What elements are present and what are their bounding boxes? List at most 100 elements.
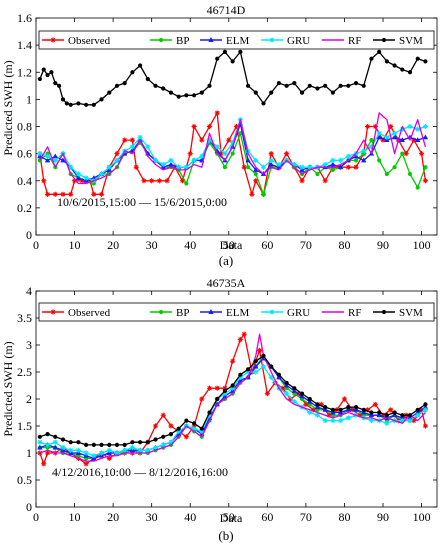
chart-a-point-observed bbox=[218, 151, 224, 157]
chart-b-point-gru bbox=[98, 450, 105, 456]
chart-a-point-svm bbox=[114, 83, 120, 88]
chart-b-point-observed bbox=[364, 407, 371, 413]
legend-a-marker-gru bbox=[269, 37, 275, 43]
chart-b-xtick-label: 60 bbox=[261, 510, 273, 524]
chart-a-point-svm bbox=[284, 83, 289, 88]
chart-b-point-gru bbox=[145, 447, 151, 453]
chart-a-point-bp bbox=[238, 131, 243, 136]
chart-a-point-observed bbox=[133, 164, 139, 170]
chart-b-point-svm bbox=[415, 407, 420, 412]
chart-a-point-gru bbox=[152, 157, 159, 164]
chart-a-point-bp bbox=[369, 137, 374, 143]
chart-b-point-observed bbox=[206, 385, 213, 391]
chart-b-caption: (b) bbox=[218, 528, 233, 543]
chart-a-point-svm bbox=[153, 83, 158, 88]
chart-a-point-observed bbox=[299, 178, 305, 184]
chart-a-point-gru bbox=[176, 164, 182, 170]
chart-a-point-observed bbox=[214, 110, 220, 116]
chart-b-series-observed bbox=[37, 331, 429, 467]
legend-b-label-elm: ELM bbox=[226, 307, 249, 319]
chart-b-series-rf bbox=[39, 333, 426, 462]
chart-a-point-observed bbox=[364, 123, 371, 130]
chart-a-point-bp bbox=[230, 151, 235, 156]
chart-a-point-svm bbox=[57, 83, 62, 88]
chart-b-point-svm bbox=[407, 413, 413, 418]
chart-a-point-observed bbox=[284, 151, 290, 157]
chart-b-point-svm bbox=[45, 432, 50, 437]
chart-a-point-gru bbox=[168, 157, 174, 164]
chart-a-point-elm bbox=[414, 137, 421, 143]
chart-b-point-observed bbox=[237, 337, 243, 343]
chart-b-point-gru bbox=[199, 428, 205, 434]
chart-b-point-gru bbox=[52, 439, 58, 445]
chart-a-point-observed bbox=[60, 191, 66, 197]
chart-b-point-observed bbox=[422, 423, 429, 429]
chart-a-point-svm bbox=[37, 76, 42, 82]
chart-a-point-svm bbox=[377, 49, 382, 55]
chart-b-point-observed bbox=[199, 396, 205, 402]
chart-b-xtick-label: 100 bbox=[413, 510, 431, 524]
chart-a-ytick-label: 1.6 bbox=[17, 11, 32, 25]
chart-b-ytick-label: 1.5 bbox=[17, 419, 32, 433]
chart-a-point-gru bbox=[114, 157, 120, 164]
chart-a-point-gru bbox=[299, 164, 305, 170]
legend-a-label-rf: RF bbox=[348, 35, 361, 47]
chart-a-point-gru bbox=[345, 153, 351, 159]
chart-a-point-svm bbox=[60, 97, 66, 102]
chart-b-ytick-label: 0 bbox=[26, 500, 32, 514]
chart-b-point-elm bbox=[299, 393, 305, 399]
chart-b-point-gru bbox=[284, 391, 290, 397]
chart-b-line-bp bbox=[39, 355, 426, 460]
legend-a-marker-svm bbox=[381, 37, 387, 43]
chart-b-point-observed bbox=[287, 396, 294, 402]
chart-b-point-gru bbox=[237, 374, 243, 380]
chart-a-point-svm bbox=[138, 63, 143, 68]
chart-b-point-gru bbox=[415, 412, 421, 418]
chart-b-point-gru bbox=[129, 445, 135, 451]
chart-a-point-gru bbox=[291, 161, 297, 168]
chart-a-point-svm bbox=[122, 81, 127, 86]
chart-a-point-svm bbox=[107, 90, 112, 95]
chart-b-point-observed bbox=[380, 412, 386, 418]
chart-a-point-gru bbox=[106, 164, 112, 170]
chart-a: 46714D Predicted SWH (m) Data 10/6/2015,… bbox=[1, 3, 246, 268]
chart-b-point-observed bbox=[388, 407, 394, 413]
chart-b-point-svm bbox=[53, 434, 58, 439]
chart-a-point-svm bbox=[276, 81, 282, 86]
chart-a-point-gru bbox=[376, 130, 382, 136]
chart-b-point-gru bbox=[407, 418, 413, 424]
chart-b-ytick-label: 1 bbox=[26, 446, 32, 460]
chart-b-point-gru bbox=[83, 450, 89, 456]
chart-a-point-svm bbox=[64, 101, 69, 106]
chart-a-point-svm bbox=[84, 102, 89, 107]
chart-a-point-gru bbox=[276, 161, 282, 168]
chart-b-series-bp bbox=[37, 353, 428, 461]
chart-a-point-gru bbox=[145, 144, 151, 150]
chart-a-point-elm bbox=[52, 153, 59, 159]
chart-a-point-svm bbox=[423, 59, 428, 64]
chart-b-point-gru bbox=[91, 453, 97, 459]
chart-a-ytick-label: 1.2 bbox=[17, 65, 32, 79]
chart-b-point-elm bbox=[337, 409, 344, 415]
chart-b-xtick-label: 90 bbox=[377, 510, 389, 524]
chart-b-xtick-label: 30 bbox=[146, 510, 158, 524]
legend-a-marker-elm bbox=[208, 36, 214, 42]
legend-a-label-bp: BP bbox=[176, 35, 189, 47]
chart-b-title: 46735A bbox=[207, 276, 246, 290]
chart-b-point-gru bbox=[399, 418, 405, 424]
chart-a-point-svm bbox=[45, 72, 50, 78]
chart-b-point-svm bbox=[138, 440, 143, 445]
chart-a-point-observed bbox=[206, 123, 213, 130]
chart-b-point-gru bbox=[176, 428, 182, 434]
chart-b-ytick-label: 0.5 bbox=[17, 473, 32, 487]
chart-a-point-bp bbox=[245, 165, 251, 170]
chart-b-point-observed bbox=[222, 385, 228, 391]
chart-b-point-elm bbox=[314, 404, 321, 410]
chart-a-point-svm bbox=[353, 81, 359, 86]
chart-a-point-bp bbox=[423, 165, 428, 170]
chart-b-point-svm bbox=[330, 407, 335, 412]
chart-a-point-elm bbox=[60, 157, 66, 163]
chart-a-point-observed bbox=[79, 178, 85, 184]
chart-a-point-svm bbox=[307, 83, 312, 88]
